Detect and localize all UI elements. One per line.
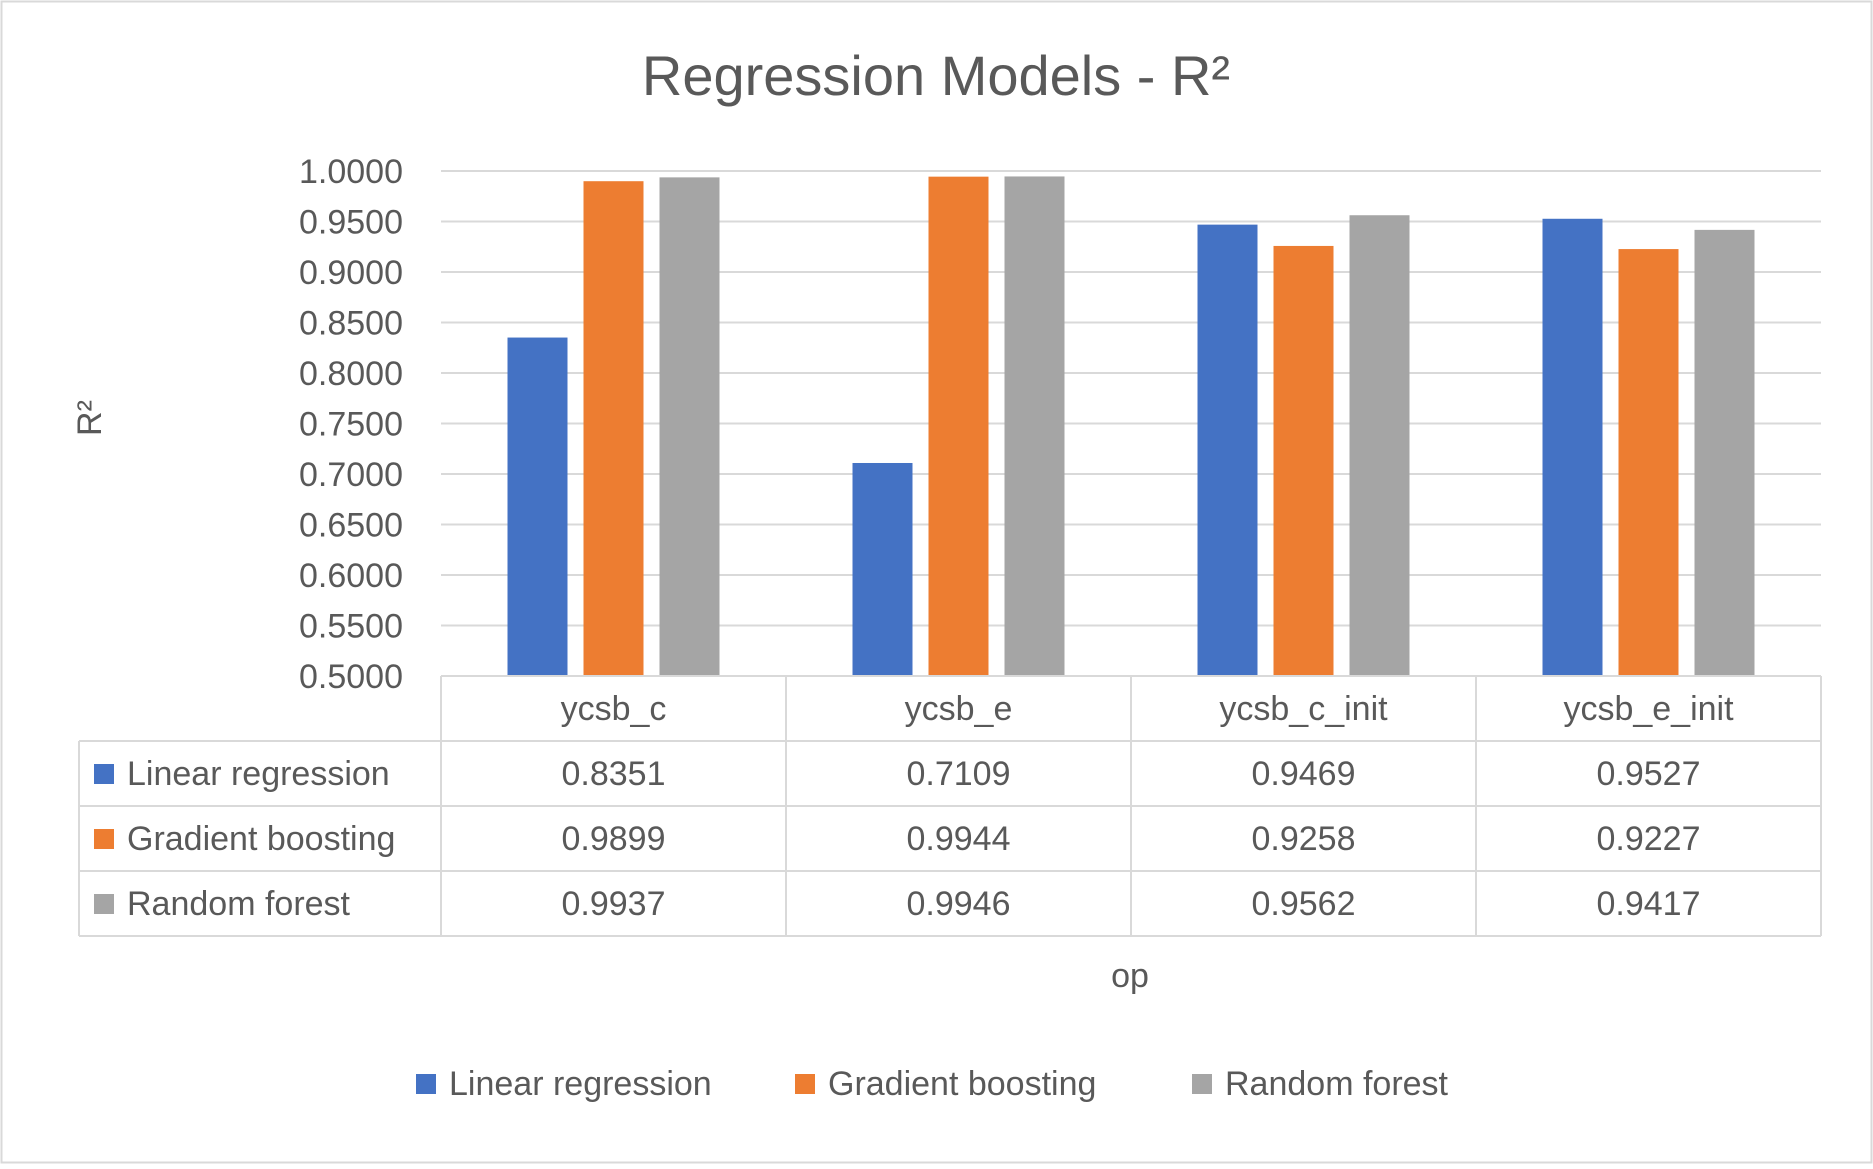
table-series-name: Gradient boosting (127, 820, 395, 858)
y-tick-label: 0.8500 (299, 305, 403, 343)
y-tick-label: 0.5000 (299, 658, 403, 696)
x-tick-label: ycsb_e (905, 690, 1013, 728)
x-tick-label: ycsb_c (561, 690, 667, 728)
legend-key (1192, 1074, 1212, 1094)
bar (659, 177, 720, 676)
y-tick-label: 0.7500 (299, 406, 403, 444)
y-tick-label: 0.5500 (299, 608, 403, 646)
table-cell-value: 0.9227 (1597, 820, 1701, 858)
y-tick-label: 0.6000 (299, 557, 403, 595)
table-cell-value: 0.9258 (1252, 820, 1356, 858)
y-tick-label: 0.9000 (299, 254, 403, 292)
table-cell-value: 0.9562 (1252, 885, 1356, 923)
bar (1197, 224, 1258, 677)
y-tick-label: 1.0000 (299, 153, 403, 191)
x-tick-label: ycsb_e_init (1563, 690, 1734, 728)
bar (1273, 245, 1334, 676)
table-cell-value: 0.9946 (907, 885, 1011, 923)
y-tick-label: 0.6500 (299, 507, 403, 545)
y-tick-label: 0.9500 (299, 204, 403, 242)
x-axis-label: op (1111, 957, 1149, 995)
bar (1004, 176, 1065, 677)
legend-key (416, 1074, 436, 1094)
data-table: ycsb_c ycsb_e ycsb_c_init ycsb_e_init Linear… (78, 675, 1822, 937)
bar (1349, 215, 1410, 676)
y-axis-label: R² (71, 400, 109, 436)
legend: Linear regression Gradient boosting Random… (416, 1065, 1449, 1103)
table-cell-value: 0.9469 (1252, 755, 1356, 793)
table-series-name: Linear regression (127, 755, 390, 793)
legend-label: Random forest (1225, 1065, 1449, 1103)
bar (583, 181, 644, 677)
legend-label: Gradient boosting (828, 1065, 1096, 1103)
legend-key (795, 1074, 815, 1094)
table-cell-value: 0.9937 (562, 885, 666, 923)
bars (507, 176, 1755, 677)
table-legend-key (94, 894, 114, 914)
table-cell-value: 0.9527 (1597, 755, 1701, 793)
bar (1618, 249, 1679, 676)
bar (1694, 229, 1755, 676)
table-cell-value: 0.7109 (907, 755, 1011, 793)
chart-title: Regression Models - R² (642, 44, 1230, 107)
table-series-name: Random forest (127, 885, 351, 923)
table-cell-value: 0.8351 (562, 755, 666, 793)
bar (928, 176, 989, 676)
table-cell-value: 0.9944 (907, 820, 1011, 858)
bar (507, 337, 568, 676)
table-cell-value: 0.9899 (562, 820, 666, 858)
y-tick-label: 0.8000 (299, 355, 403, 393)
x-tick-label: ycsb_c_init (1219, 690, 1388, 728)
table-cell-value: 0.9417 (1597, 885, 1701, 923)
y-tick-label: 0.7000 (299, 456, 403, 494)
bar (1542, 218, 1603, 676)
legend-label: Linear regression (449, 1065, 712, 1103)
table-legend-key (94, 764, 114, 784)
table-legend-key (94, 829, 114, 849)
y-axis-ticks: 0.5000 0.5500 0.6000 0.6500 0.7000 0.7500 0.80… (299, 153, 403, 696)
bar (852, 462, 913, 676)
